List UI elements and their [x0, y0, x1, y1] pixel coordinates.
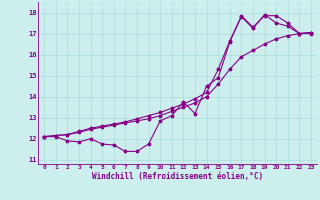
X-axis label: Windchill (Refroidissement éolien,°C): Windchill (Refroidissement éolien,°C): [92, 172, 263, 181]
